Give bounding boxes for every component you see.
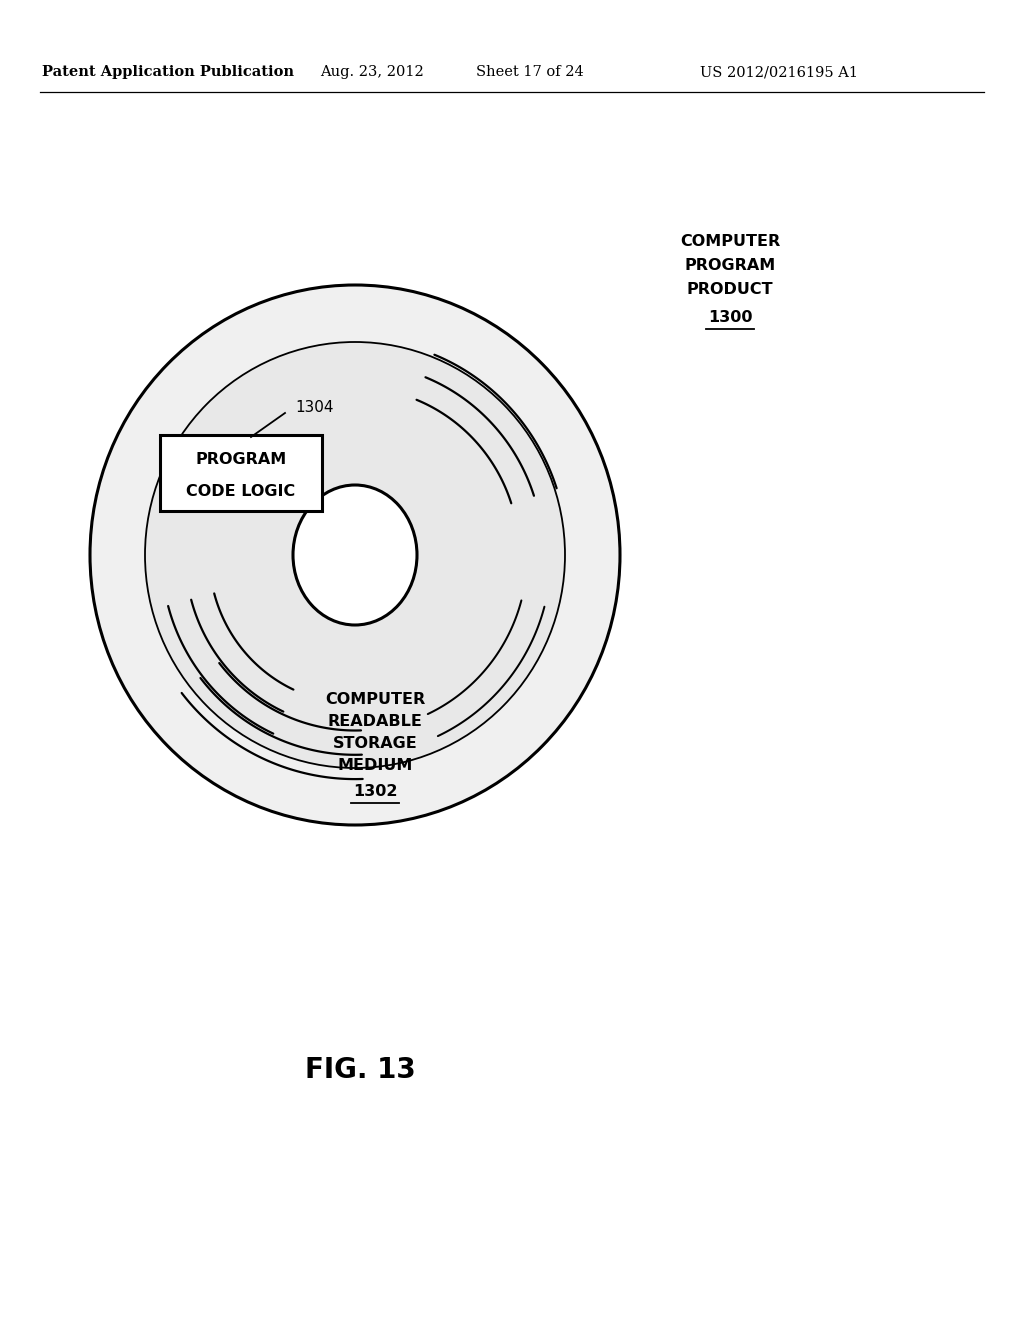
Text: 1300: 1300 <box>708 310 753 326</box>
Ellipse shape <box>145 342 565 768</box>
Ellipse shape <box>90 285 620 825</box>
Text: MEDIUM: MEDIUM <box>337 759 413 774</box>
Text: PRODUCT: PRODUCT <box>687 282 773 297</box>
Text: US 2012/0216195 A1: US 2012/0216195 A1 <box>700 65 858 79</box>
Text: COMPUTER: COMPUTER <box>680 235 780 249</box>
Ellipse shape <box>293 484 417 624</box>
Text: CODE LOGIC: CODE LOGIC <box>186 483 296 499</box>
Bar <box>160 436 322 511</box>
Text: Aug. 23, 2012: Aug. 23, 2012 <box>321 65 424 79</box>
Text: STORAGE: STORAGE <box>333 737 418 751</box>
Text: 1302: 1302 <box>352 784 397 800</box>
Text: READABLE: READABLE <box>328 714 423 730</box>
Text: FIG. 13: FIG. 13 <box>304 1056 416 1084</box>
Text: 1304: 1304 <box>295 400 334 414</box>
Text: PROGRAM: PROGRAM <box>684 259 775 273</box>
Text: COMPUTER: COMPUTER <box>325 693 425 708</box>
Text: Sheet 17 of 24: Sheet 17 of 24 <box>476 65 584 79</box>
Text: Patent Application Publication: Patent Application Publication <box>42 65 294 79</box>
Text: PROGRAM: PROGRAM <box>196 451 287 466</box>
